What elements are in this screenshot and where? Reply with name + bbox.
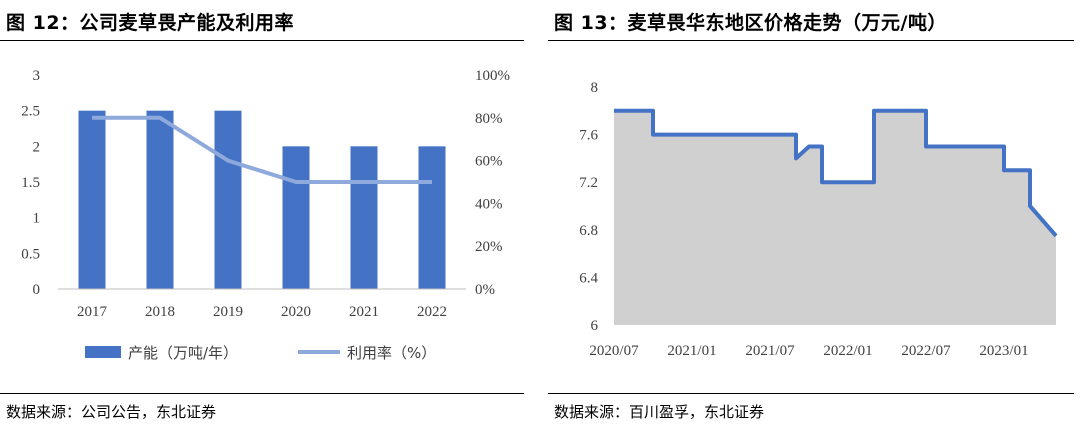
y-left-tick-label: 1 — [33, 211, 41, 227]
price-trend-chart: 6 6.4 6.8 7.2 7.6 8 2020/07 2021/01 2021/07 2022/… — [579, 80, 1058, 359]
capacity-utilization-chart: 0 0.5 1 1.5 2 2.5 3 0% 20% 40% 60% 80% 100% 2017 2018 2… — [21, 68, 510, 362]
figure-title: 图 12：公司麦草畏产能及利用率 — [6, 12, 295, 34]
price-area-fill — [614, 110, 1056, 325]
y-left-tick-label: 1.5 — [21, 175, 40, 191]
title-rule — [0, 40, 524, 41]
x-tick-label: 2019 — [213, 304, 243, 320]
capacity-bar — [282, 146, 310, 289]
source-note: 数据来源：百川盈孚，东北证券 — [554, 403, 765, 421]
x-tick-label: 2017 — [77, 304, 108, 320]
y-tick-label: 6.8 — [579, 223, 598, 239]
chart-panel-capacity: 图 12：公司麦草畏产能及利用率 0 0.5 1 1.5 2 2.5 3 0% 20% 40% 60… — [0, 0, 530, 440]
x-tick-label: 2018 — [145, 304, 175, 320]
source-note: 数据来源：公司公告，东北证券 — [6, 403, 217, 421]
y-tick-label: 6 — [591, 318, 599, 334]
x-tick-label: 2021/07 — [745, 343, 795, 359]
y-left-tick-label: 2 — [33, 139, 41, 155]
y-left-tick-label: 2.5 — [21, 104, 40, 120]
y-left-tick-label: 3 — [33, 68, 41, 84]
x-tick-label: 2022/01 — [823, 343, 872, 359]
source-rule — [548, 393, 1074, 394]
legend-label-capacity: 产能（万吨/年） — [128, 344, 238, 362]
y-right-tick-label: 0% — [475, 282, 495, 298]
y-right-tick-label: 80% — [475, 111, 503, 127]
x-tick-label: 2021 — [349, 304, 379, 320]
capacity-bar — [350, 146, 378, 289]
source-rule — [0, 393, 524, 394]
y-right-tick-label: 60% — [475, 154, 503, 170]
x-tick-label: 2020/07 — [589, 343, 639, 359]
x-tick-label: 2021/01 — [667, 343, 716, 359]
price-line — [614, 108, 1058, 238]
y-tick-label: 6.4 — [579, 270, 598, 286]
title-rule — [548, 40, 1074, 41]
x-tick-label: 2020 — [281, 304, 311, 320]
y-tick-label: 8 — [591, 80, 599, 96]
capacity-bar — [214, 110, 242, 290]
chart-panel-price: 图 13：麦草畏华东地区价格走势（万元/吨） 6 6.4 6.8 7.2 7.6 8 202… — [548, 0, 1080, 440]
y-left-tick-label: 0 — [33, 282, 41, 298]
legend-label-utilization: 利用率（%） — [347, 344, 436, 362]
y-tick-label: 7.2 — [579, 175, 598, 191]
capacity-bar — [78, 110, 106, 290]
capacity-bar — [146, 110, 174, 290]
y-right-tick-label: 20% — [475, 239, 503, 255]
y-left-tick-label: 0.5 — [21, 246, 40, 262]
x-tick-label: 2022 — [417, 304, 447, 320]
y-right-tick-label: 40% — [475, 196, 503, 212]
utilization-line — [92, 115, 432, 184]
capacity-bar — [418, 146, 446, 289]
x-tick-label: 2022/07 — [901, 343, 951, 359]
y-right-tick-label: 100% — [475, 68, 510, 84]
y-tick-label: 7.6 — [579, 128, 598, 144]
legend-swatch-bar — [85, 346, 121, 358]
figure-title: 图 13：麦草畏华东地区价格走势（万元/吨） — [554, 12, 947, 34]
x-tick-label: 2023/01 — [979, 343, 1028, 359]
